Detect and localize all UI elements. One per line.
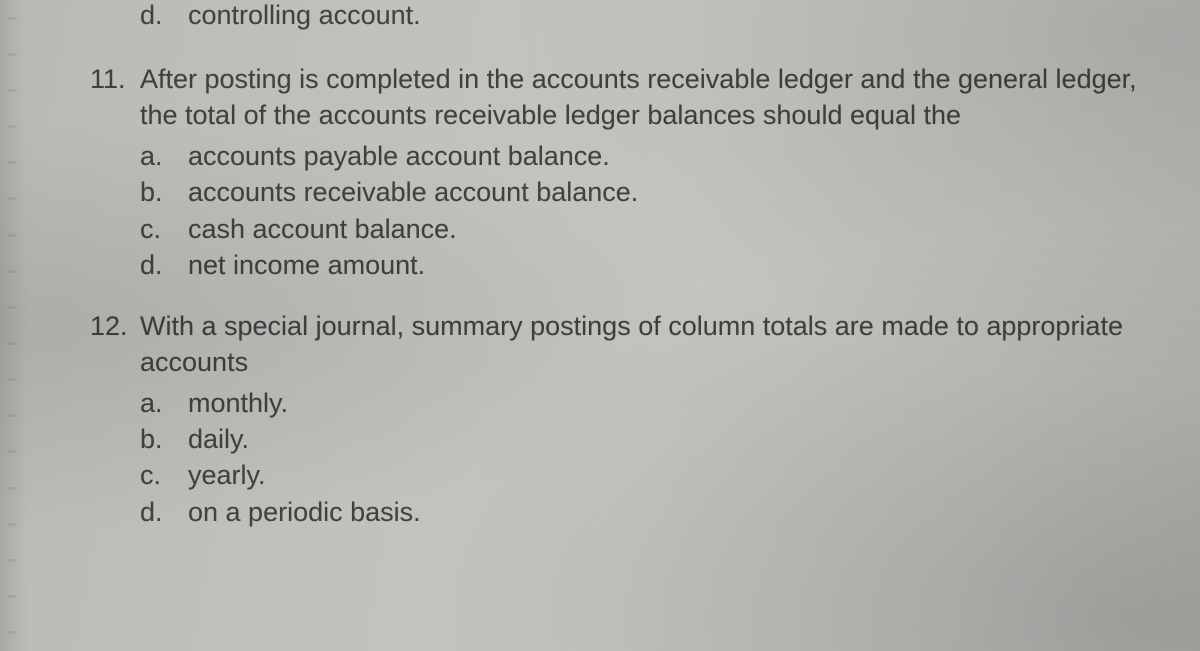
option-label: a. [140,385,166,421]
option-a: a. accounts payable account balance. [140,138,1160,174]
option-text: monthly. [188,385,288,421]
question-stem: 12. With a special journal, summary post… [90,308,1160,381]
option-d: d. net income amount. [140,247,1160,283]
option-text: cash account balance. [188,211,457,247]
question-text: After posting is completed in the accoun… [140,61,1160,134]
option-text: accounts payable account balance. [188,138,610,174]
option-text: on a periodic basis. [188,494,421,530]
option-b: b. accounts receivable account balance. [140,174,1160,210]
option-label: c. [140,457,166,493]
option-label: b. [140,174,166,210]
orphan-option: d. controlling account. [140,0,1160,31]
perforation-marks [7,0,21,651]
option-label: c. [140,211,166,247]
binding-edge [0,0,28,651]
question-11: 11. After posting is completed in the ac… [90,61,1160,284]
question-stem: 11. After posting is completed in the ac… [90,61,1160,134]
option-label: b. [140,421,166,457]
option-d: d. on a periodic basis. [140,494,1160,530]
option-text: net income amount. [188,247,425,283]
option-label: d. [140,0,166,31]
option-text: yearly. [188,457,266,493]
question-number: 12. [90,308,140,381]
option-label: a. [140,138,166,174]
option-c: c. cash account balance. [140,211,1160,247]
option-a: a. monthly. [140,385,1160,421]
question-12: 12. With a special journal, summary post… [90,308,1160,531]
option-text: controlling account. [188,0,421,31]
option-c: c. yearly. [140,457,1160,493]
option-b: b. daily. [140,421,1160,457]
options-list: a. monthly. b. daily. c. yearly. d. on a… [140,385,1160,531]
options-list: a. accounts payable account balance. b. … [140,138,1160,284]
question-number: 11. [90,61,140,134]
page-scan: d. controlling account. 11. After postin… [0,0,1200,651]
content-area: d. controlling account. 11. After postin… [30,0,1160,530]
option-text: accounts receivable account balance. [188,174,638,210]
option-label: d. [140,494,166,530]
question-text: With a special journal, summary postings… [140,308,1160,381]
option-text: daily. [188,421,249,457]
option-label: d. [140,247,166,283]
